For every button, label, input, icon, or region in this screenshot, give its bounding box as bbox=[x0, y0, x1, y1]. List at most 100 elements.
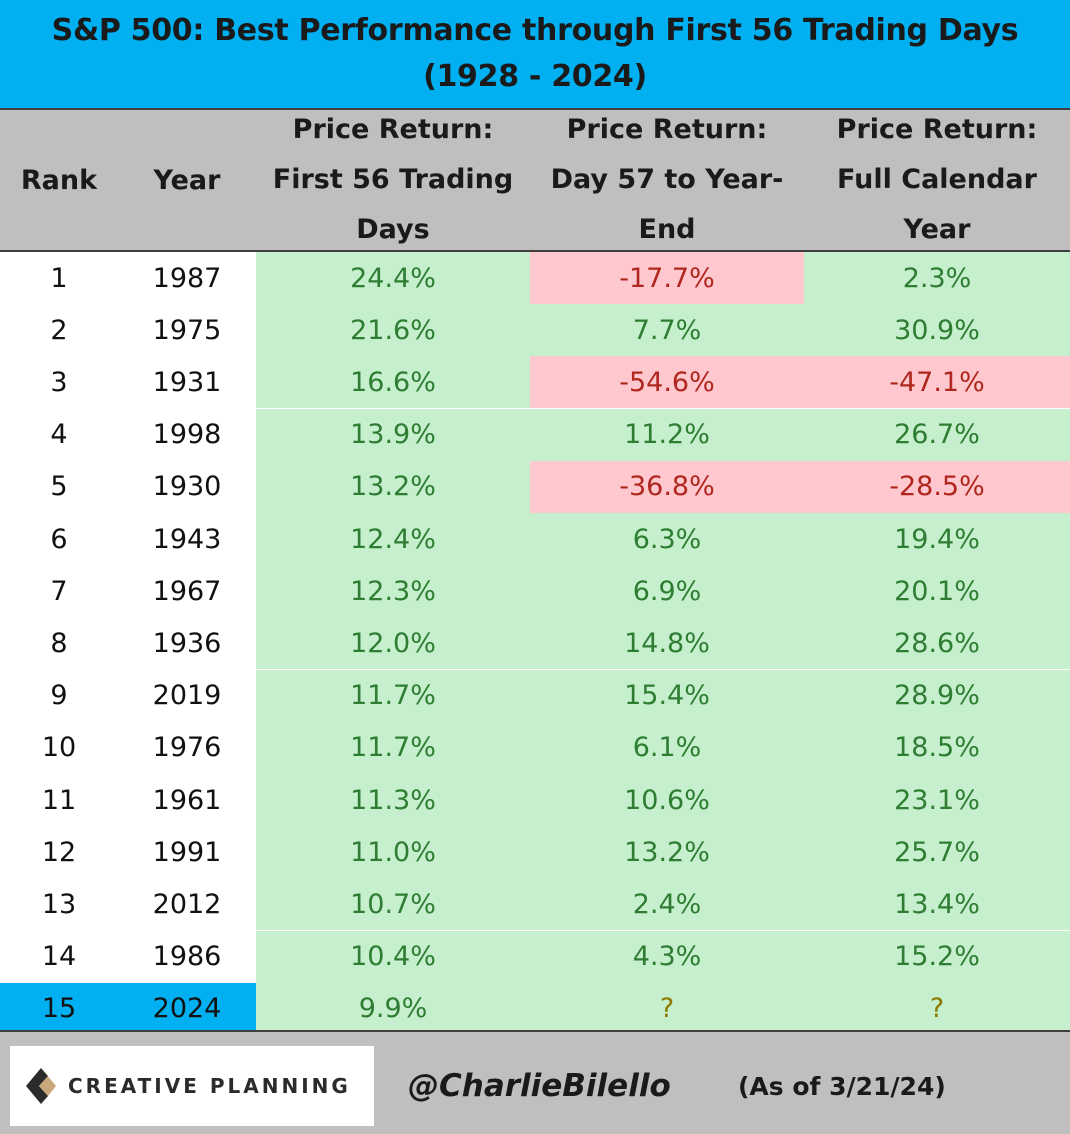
full-year-return-cell: 18.5% bbox=[804, 721, 1070, 774]
day-57-return-cell: 6.9% bbox=[530, 565, 804, 618]
first-56-return-cell: 10.7% bbox=[256, 878, 530, 931]
rank-cell: 9 bbox=[50, 680, 68, 712]
day-57-return-cell: 6.3% bbox=[530, 513, 804, 565]
full-year-return-cell: 26.7% bbox=[804, 408, 1070, 461]
first-56-return-cell: 11.7% bbox=[256, 669, 530, 722]
table-row: 6 1943 12.4% 6.3% 19.4% bbox=[0, 513, 1070, 565]
creative-planning-logo: CREATIVE PLANNING bbox=[10, 1046, 374, 1126]
table-row: 15 2024 9.9%?? bbox=[0, 982, 1070, 1035]
full-year-return-cell: 13.4% bbox=[804, 878, 1070, 931]
day-57-return-cell: 14.8% bbox=[530, 617, 804, 670]
footer: CREATIVE PLANNING @CharlieBilello (As of… bbox=[0, 1030, 1070, 1134]
rank-cell: 15 bbox=[0, 982, 118, 1035]
first-56-return-cell: 11.0% bbox=[256, 826, 530, 879]
year-cell: 2012 bbox=[152, 888, 222, 920]
full-year-return-cell: 15.2% bbox=[804, 930, 1070, 983]
year-cell: 1930 bbox=[152, 471, 222, 503]
header-day-57-line-1: Price Return: bbox=[566, 114, 768, 145]
header-day-57-line-3: End bbox=[638, 214, 696, 245]
first-56-return-cell: 10.4% bbox=[256, 930, 530, 983]
author-handle: @CharlieBilello bbox=[408, 1068, 671, 1104]
day-57-return-cell: -17.7% bbox=[530, 252, 804, 304]
full-year-return-cell: 23.1% bbox=[804, 774, 1070, 826]
full-year-return-cell: -47.1% bbox=[804, 356, 1070, 409]
full-year-return-cell: 19.4% bbox=[804, 513, 1070, 565]
full-year-return-cell: 2.3% bbox=[804, 252, 1070, 304]
full-year-return-cell: 28.9% bbox=[804, 669, 1070, 722]
year-cell: 1931 bbox=[152, 366, 222, 398]
table-row: 9 2019 11.7% 15.4% 28.9% bbox=[0, 669, 1070, 722]
table-row: 2 1975 21.6% 7.7% 30.9% bbox=[0, 304, 1070, 357]
rank-cell: 8 bbox=[50, 627, 68, 659]
header-first-56-line-2: First 56 Trading bbox=[272, 164, 514, 195]
header-full-year-line-3: Year bbox=[903, 214, 971, 245]
title-line-2: (1928 - 2024) bbox=[423, 59, 647, 94]
rank-cell: 2 bbox=[50, 314, 68, 346]
header-first-56: Price Return: First 56 Trading Days bbox=[256, 110, 530, 250]
year-cell: 1961 bbox=[152, 784, 222, 816]
rank-cell: 5 bbox=[50, 471, 68, 503]
title-line-1: S&P 500: Best Performance through First … bbox=[51, 13, 1019, 48]
first-56-return-cell: 12.0% bbox=[256, 617, 530, 670]
full-year-return-cell: 30.9% bbox=[804, 304, 1070, 357]
header-rank: Rank bbox=[20, 165, 98, 196]
table-row: 13 2012 10.7% 2.4% 13.4% bbox=[0, 878, 1070, 931]
rank-cell: 7 bbox=[50, 575, 68, 607]
year-cell: 1991 bbox=[152, 836, 222, 868]
table-header: Rank Year Price Return: First 56 Trading… bbox=[0, 110, 1070, 252]
header-first-56-line-1: Price Return: bbox=[292, 114, 494, 145]
table-row: 10 1976 11.7% 6.1% 18.5% bbox=[0, 721, 1070, 774]
first-56-return-cell: 12.3% bbox=[256, 565, 530, 618]
table-row: 4 1998 13.9% 11.2% 26.7% bbox=[0, 408, 1070, 461]
full-year-return-cell: 28.6% bbox=[804, 617, 1070, 670]
first-56-return-cell: 9.9% bbox=[256, 982, 530, 1035]
first-56-return-cell: 12.4% bbox=[256, 513, 530, 565]
day-57-return-cell: 15.4% bbox=[530, 669, 804, 722]
day-57-return-cell: 7.7% bbox=[530, 304, 804, 357]
first-56-return-cell: 13.9% bbox=[256, 408, 530, 461]
day-57-return-cell: 13.2% bbox=[530, 826, 804, 879]
day-57-return-cell: 4.3% bbox=[530, 930, 804, 983]
day-57-return-cell: -54.6% bbox=[530, 356, 804, 409]
header-full-year-line-2: Full Calendar bbox=[837, 164, 1037, 195]
logo-text: CREATIVE PLANNING bbox=[68, 1074, 351, 1098]
rank-cell: 10 bbox=[41, 732, 77, 764]
rank-cell: 14 bbox=[41, 941, 77, 973]
header-full-year: Price Return: Full Calendar Year bbox=[804, 110, 1070, 250]
day-57-return-cell: 2.4% bbox=[530, 878, 804, 931]
first-56-return-cell: 11.7% bbox=[256, 721, 530, 774]
first-56-return-cell: 13.2% bbox=[256, 460, 530, 513]
year-cell: 1998 bbox=[152, 419, 222, 451]
year-cell: 2024 bbox=[118, 982, 256, 1035]
rank-cell: 12 bbox=[41, 836, 77, 868]
header-day-57: Price Return: Day 57 to Year- End bbox=[530, 110, 804, 250]
header-full-year-line-1: Price Return: bbox=[836, 114, 1038, 145]
header-day-57-line-2: Day 57 to Year- bbox=[550, 164, 784, 195]
day-57-return-cell: 10.6% bbox=[530, 774, 804, 826]
year-cell: 1976 bbox=[152, 732, 222, 764]
year-cell: 1975 bbox=[152, 314, 222, 346]
year-cell: 1967 bbox=[152, 575, 222, 607]
table-row: 3 1931 16.6% -54.6% -47.1% bbox=[0, 356, 1070, 409]
rank-cell: 1 bbox=[50, 262, 68, 294]
chart-title: S&P 500: Best Performance through First … bbox=[0, 0, 1070, 110]
header-first-56-line-3: Days bbox=[356, 214, 430, 245]
rank-cell: 6 bbox=[50, 523, 68, 555]
full-year-return-cell: 20.1% bbox=[804, 565, 1070, 618]
first-56-return-cell: 16.6% bbox=[256, 356, 530, 409]
rank-cell: 13 bbox=[41, 888, 77, 920]
header-year: Year bbox=[153, 165, 221, 196]
table-row: 7 1967 12.3% 6.9% 20.1% bbox=[0, 565, 1070, 618]
table-row: 12 1991 11.0% 13.2% 25.7% bbox=[0, 826, 1070, 879]
day-57-return-cell: 6.1% bbox=[530, 721, 804, 774]
table-row: 5 1930 13.2% -36.8% -28.5% bbox=[0, 460, 1070, 513]
as-of-date: (As of 3/21/24) bbox=[738, 1071, 946, 1101]
rank-cell: 11 bbox=[41, 784, 77, 816]
day-57-return-cell: ? bbox=[530, 982, 804, 1035]
year-cell: 1943 bbox=[152, 523, 222, 555]
creative-planning-logo-mark-icon bbox=[26, 1068, 56, 1104]
year-cell: 2019 bbox=[152, 680, 222, 712]
rank-cell: 4 bbox=[50, 419, 68, 451]
table-row: 1 1987 24.4% -17.7% 2.3% bbox=[0, 252, 1070, 304]
day-57-return-cell: 11.2% bbox=[530, 408, 804, 461]
